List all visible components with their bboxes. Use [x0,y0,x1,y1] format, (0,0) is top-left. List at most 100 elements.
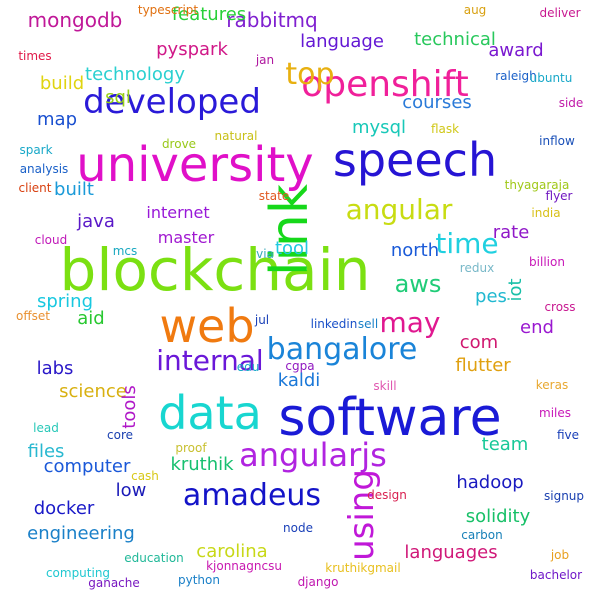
word-web: web [159,299,255,353]
word-technical: technical [414,29,496,50]
word-kjonnagncsu: kjonnagncsu [206,559,282,573]
word-tool: tool [274,238,310,259]
word-mysql: mysql [352,117,406,138]
word-docker: docker [33,498,95,519]
word-computer: computer [43,456,131,477]
word-proof: proof [175,441,207,455]
word-sql: sql [105,87,131,108]
word-drove: drove [161,137,197,151]
word-spring: spring [36,291,94,312]
word-django: django [297,575,339,589]
word-university: university [76,137,314,193]
word-rate: rate [492,222,530,243]
word-state: state [258,189,290,203]
word-map: map [37,109,77,130]
word-lead: lead [33,421,59,435]
word-amadeus: amadeus [182,478,322,513]
word-angular: angular [345,193,453,226]
word-aug: aug [463,3,487,17]
word-india: india [531,206,561,220]
word-client: client [18,181,52,195]
word-flutter: flutter [455,355,511,376]
word-labs: labs [36,358,74,379]
word-cloud: cloud [34,233,68,247]
word-top: top [285,57,335,92]
word-software: software [278,388,502,448]
word-linkedin: linkedin [310,317,358,331]
word-angularjs: angularjs [239,436,387,474]
word-developed: developed [83,82,261,122]
word-languages: languages [404,542,498,563]
word-java: java [77,211,115,232]
word-bachelor: bachelor [529,568,583,582]
word-miles: miles [539,406,571,420]
word-aid: aid [77,308,105,329]
word-flask: flask [430,122,460,136]
word-side: side [558,96,584,110]
word-redux: redux [459,261,495,275]
word-node: node [283,521,313,535]
word-technology: technology [85,64,185,85]
word-spark: spark [19,143,53,157]
word-natural: natural [214,129,258,143]
word-skill: skill [373,379,397,393]
word-mcs: mcs [112,244,138,258]
word-hadoop: hadoop [456,472,524,493]
word-engineering: engineering [27,523,135,544]
word-built: built [54,179,94,200]
word-cgpa: cgpa [285,359,315,373]
word-sell: sell [357,317,379,331]
word-thyagaraja: thyagaraja [504,178,570,192]
word-computing: computing [45,566,111,580]
word-time: time [435,227,499,260]
word-edu: edu [236,360,260,374]
word-master: master [157,228,215,247]
word-speech: speech [332,133,498,187]
word-billion: billion [529,255,565,269]
word-analysis: analysis [19,162,69,176]
word-keras: keras [535,378,569,392]
word-bangalore: bangalore [266,332,418,367]
word-jan: jan [255,53,275,67]
word-jul: jul [254,313,270,327]
word-cross: cross [544,300,576,314]
word-rabbitmq: rabbitmq [226,8,318,32]
word-mongodb: mongodb [27,8,123,32]
word-award: award [488,40,544,61]
word-raleigh: raleigh [495,69,537,83]
word-core: core [107,428,133,442]
word-files: files [27,441,65,462]
word-via: via [256,247,274,261]
word-five: five [556,428,580,442]
word-kruthik: kruthik [170,454,234,475]
word-north: north [390,240,440,261]
word-cash: cash [131,469,159,483]
word-end: end [520,317,554,338]
word-courses: courses [402,92,472,113]
word-openshift: openshift [301,64,469,105]
word-language: language [300,31,384,52]
word-may: may [379,306,441,339]
word-ganache: ganache [88,576,140,590]
word-times: times [18,49,52,63]
word-com: com [459,332,499,353]
word-internal: internal [156,344,264,377]
word-aws: aws [394,270,442,298]
word-education: education [124,551,184,565]
word-kaldi: kaldi [277,370,321,391]
word-kruthikgmail: kruthikgmail [325,561,401,575]
word-job: job [550,548,570,562]
word-iot: iot [505,278,526,302]
word-typescript: typescript [137,3,199,17]
word-internet: internet [146,203,210,222]
word-signup: signup [543,489,585,503]
word-carolina: carolina [196,541,268,562]
word-features: features [171,4,247,25]
word-team: team [481,434,529,455]
word-tools: tools [119,385,140,429]
word-python: python [178,573,220,587]
word-inflow: inflow [539,134,575,148]
word-solidity: solidity [465,506,531,527]
word-data: data [158,386,262,440]
word-ubuntu: ubuntu [529,71,573,85]
